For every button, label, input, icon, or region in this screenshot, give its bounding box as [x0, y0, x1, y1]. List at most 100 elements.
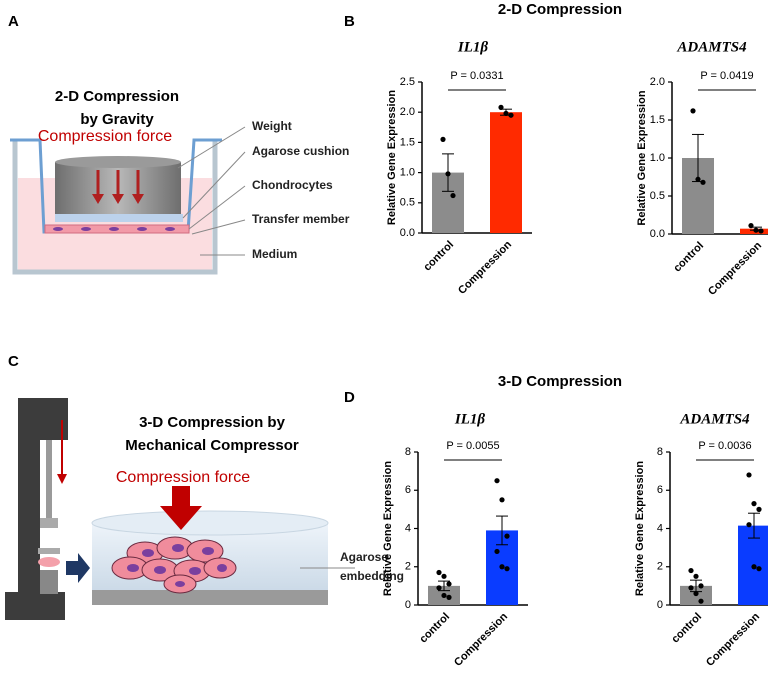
y-axis-label: Relative Gene Expression	[382, 461, 394, 596]
y-tick-label: 4	[405, 522, 411, 534]
diagram-label: Chondrocytes	[252, 178, 333, 192]
force-label: Compression force	[116, 469, 250, 486]
diagram-label: Agarose	[340, 550, 388, 564]
data-point	[499, 497, 505, 503]
data-point	[441, 592, 447, 599]
data-point	[436, 585, 442, 591]
panel-label: D	[344, 389, 355, 406]
stage	[40, 570, 58, 594]
big-arrow	[66, 553, 90, 583]
data-point	[503, 110, 509, 117]
gel-base	[92, 590, 328, 605]
y-tick-label: 1.0	[650, 152, 665, 164]
press-base	[5, 592, 65, 620]
chart-title: IL1β	[454, 411, 486, 427]
y-tick-label: 6	[657, 484, 663, 496]
y-tick-label: 0.0	[650, 228, 665, 240]
y-tick-label: 4	[657, 522, 663, 534]
y-tick-label: 1.0	[400, 167, 415, 179]
cushion	[55, 214, 183, 222]
piston	[46, 440, 52, 520]
data-point	[698, 583, 704, 589]
diagram-label: Medium	[252, 247, 297, 261]
data-point	[690, 108, 696, 114]
data-point	[758, 228, 764, 234]
diagram-title: by Gravity	[80, 111, 154, 128]
diagram-label: embedding	[340, 569, 404, 583]
y-tick-label: 2.0	[400, 106, 415, 118]
arrow-head	[57, 474, 67, 484]
data-point	[441, 573, 447, 579]
plate	[38, 548, 60, 554]
p-value: P = 0.0331	[450, 70, 503, 82]
data-point	[440, 136, 446, 142]
data-point	[504, 533, 510, 539]
y-tick-label: 8	[405, 446, 411, 458]
x-tick-label: control	[421, 239, 456, 274]
y-tick-label: 2.0	[650, 76, 665, 88]
y-axis-label: Relative Gene Expression	[634, 461, 646, 596]
y-tick-label: 0.5	[650, 190, 665, 202]
diagram-label: Agarose cushion	[252, 144, 349, 158]
diagram-title: Mechanical Compressor	[125, 437, 299, 454]
data-point	[508, 112, 514, 118]
x-tick-label: Compression	[706, 239, 764, 297]
y-tick-label: 1.5	[400, 136, 415, 148]
piston-head	[40, 518, 58, 528]
gel-top	[91, 510, 329, 536]
data-point	[748, 223, 754, 229]
y-axis-label: Relative Gene Expression	[636, 90, 648, 225]
data-point	[494, 548, 500, 555]
arrows	[92, 170, 144, 204]
press-column	[18, 398, 40, 598]
bar	[490, 112, 522, 233]
panel-label: C	[8, 353, 19, 370]
well	[12, 140, 218, 275]
chart-title: IL1β	[457, 39, 489, 55]
data-point	[446, 594, 452, 600]
y-tick-label: 0.5	[400, 197, 415, 209]
sample	[38, 557, 60, 567]
weight-top	[55, 156, 181, 168]
chart-title: ADAMTS4	[676, 39, 747, 55]
y-tick-label: 6	[405, 484, 411, 496]
x-tick-label: control	[417, 611, 452, 646]
data-point	[498, 104, 504, 110]
y-tick-label: 8	[657, 446, 663, 458]
nuclei	[53, 227, 175, 231]
force-arrow-head	[160, 506, 202, 530]
diagram-c: 3-D Compression by Mechanical Compressor…	[5, 398, 404, 620]
y-tick-label: 0	[405, 599, 411, 611]
data-point	[499, 564, 505, 570]
diagram-title: 2-D Compression	[55, 88, 179, 105]
data-point	[688, 567, 694, 574]
data-point	[746, 472, 752, 478]
panel-title: 3-D Compression	[498, 373, 622, 390]
x-tick-label: control	[669, 611, 704, 646]
p-value: P = 0.0419	[700, 70, 753, 82]
data-point	[698, 598, 704, 604]
data-point	[753, 227, 759, 233]
data-point	[504, 566, 510, 572]
data-point	[756, 566, 762, 572]
y-tick-label: 1.5	[650, 114, 665, 126]
data-point	[756, 506, 762, 512]
data-point	[746, 522, 752, 528]
x-tick-label: Compression	[452, 610, 510, 668]
data-point	[436, 569, 442, 576]
y-tick-label: 2	[657, 561, 663, 573]
data-point	[445, 171, 451, 177]
data-point	[751, 564, 757, 570]
panel-title: 2-D Compression	[498, 1, 622, 18]
diagram-title: 3-D Compression by	[139, 414, 286, 431]
force-arrow	[172, 486, 190, 508]
data-point	[446, 581, 452, 587]
data-point	[693, 573, 699, 579]
x-tick-label: control	[671, 240, 706, 275]
diagram-label: Weight	[252, 119, 292, 133]
data-point	[693, 590, 699, 597]
p-value: P = 0.0036	[698, 440, 751, 452]
y-tick-label: 2	[405, 561, 411, 573]
data-point	[700, 179, 706, 185]
